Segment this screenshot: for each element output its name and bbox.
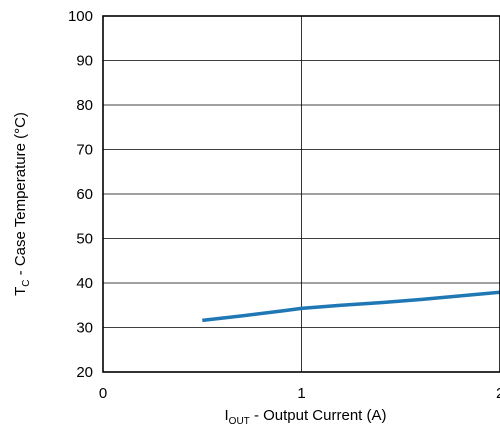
x-tick-label: 2 [496,385,500,402]
y-tick-label: 80 [76,97,93,114]
y-axis: 20 30 40 50 60 70 80 90 100 [68,8,93,381]
y-tick-label: 20 [76,364,93,381]
grid [103,16,500,372]
y-tick-label: 50 [76,231,93,248]
y-tick-label: 90 [76,53,93,70]
x-tick-label: 0 [99,385,107,402]
y-tick-label: 100 [68,8,93,25]
plot-frame [102,15,500,373]
y-axis-title: TC - Case Temperature (°C) [12,112,32,296]
x-axis-title: IOUT - Output Current (A) [225,407,387,427]
y-tick-label: 40 [76,275,93,292]
y-tick-label: 70 [76,142,93,159]
series-line [202,290,500,323]
x-tick-label: 1 [297,385,305,402]
y-tick-label: 30 [76,320,93,337]
y-tick-label: 60 [76,186,93,203]
plot-area [202,290,500,323]
x-axis: 0 1 2 [99,385,500,402]
